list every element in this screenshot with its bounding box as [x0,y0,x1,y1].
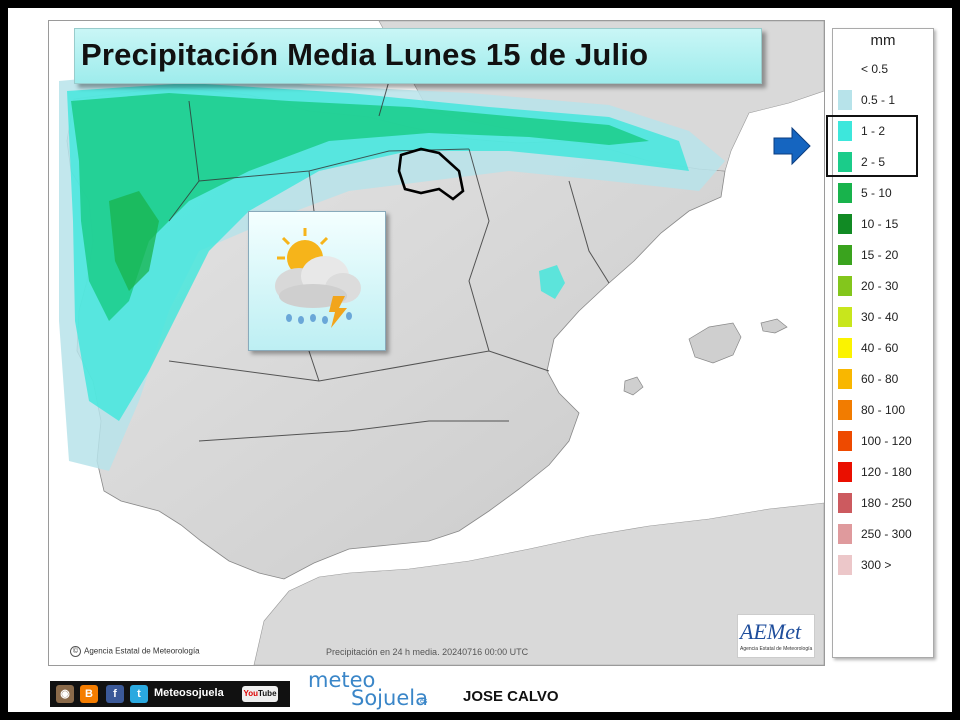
blogger-icon[interactable]: B [80,685,98,703]
legend-swatch [838,214,852,234]
weather-icon-box [248,211,386,351]
legend-row: 10 - 15 [836,214,933,234]
aemet-logo-word: AEMet [740,619,802,644]
legend-label: 100 - 120 [861,434,912,448]
aemet-logo: AEMet Agencia Estatal de Meteorología [737,614,815,658]
legend-label: 15 - 20 [861,248,899,262]
legend-swatch [838,59,852,79]
map-credit: © Agencia Estatal de Meteorología [70,646,200,657]
legend-label: 20 - 30 [861,279,899,293]
legend-row: 100 - 120 [836,431,933,451]
precip-2-5 [71,93,649,321]
legend-swatch [838,400,852,420]
youtube-label-b: Tube [258,689,277,698]
author-name: JOSE CALVO [463,688,559,705]
logo-top-word: meteo [308,668,376,692]
legend-unit: mm [870,32,896,49]
africa-land [253,502,824,665]
legend-row: 1 - 2 [836,121,933,141]
legend-swatch [838,121,852,141]
legend-swatch [838,90,852,110]
lightning-icon [329,296,347,328]
youtube-icon[interactable]: YouTube [242,686,278,702]
legend-label: 250 - 300 [861,527,912,541]
legend-label: 120 - 180 [861,465,912,479]
legend-row: 250 - 300 [836,524,933,544]
legend-row: 300 > [836,555,933,575]
credit-text: Agencia Estatal de Meteorología [84,646,200,656]
rain-drops-icon [286,312,352,324]
legend-row: 40 - 60 [836,338,933,358]
legend-label: 80 - 100 [861,403,906,417]
legend-row: 0.5 - 1 [836,90,933,110]
legend-swatch [838,369,852,389]
legend-swatch [838,555,852,575]
legend-swatch [838,493,852,513]
legend-label: 0.5 - 1 [861,93,896,107]
legend-label: 5 - 10 [861,186,892,200]
cloud-icon [275,256,361,308]
aemet-logo-subtitle: Agencia Estatal de Meteorología [740,646,813,652]
legend-label: 40 - 60 [861,341,899,355]
legend-label: 1 - 2 [861,124,886,138]
legend-swatch [838,338,852,358]
copyright-icon: © [70,646,81,657]
legend-row: 2 - 5 [836,152,933,172]
instagram-icon[interactable]: ◉ [56,685,74,703]
legend-row: 20 - 30 [836,276,933,296]
map-title-box: Precipitación Media Lunes 15 de Julio [74,28,762,84]
precipitation-map [48,20,825,666]
legend-swatch [838,152,852,172]
legend-swatch [838,276,852,296]
arrow-right-icon [773,126,811,166]
legend-label: 300 > [861,558,892,572]
legend-row: 30 - 40 [836,307,933,327]
legend-label: 60 - 80 [861,372,899,386]
logo-suffix: .es [418,698,428,705]
legend-row: 60 - 80 [836,369,933,389]
legend-swatch [838,245,852,265]
legend-swatch [838,307,852,327]
map-caption: Precipitación en 24 h media. 20240716 00… [326,647,529,657]
mallorca-island [688,322,742,364]
twitter-icon[interactable]: t [130,685,148,703]
ibiza-island [623,376,644,396]
legend-label: 30 - 40 [861,310,899,324]
menorca-island [760,318,788,334]
legend-row: 180 - 250 [836,493,933,513]
legend-label: 180 - 250 [861,496,912,510]
legend-swatch [838,431,852,451]
legend-label: 10 - 15 [861,217,899,231]
logo-bottom-word: Sojuela [351,686,428,710]
social-label[interactable]: Meteosojuela [154,687,224,699]
legend-swatch [838,524,852,544]
legend-row: < 0.5 [836,59,933,79]
social-bar: ◉ B f t Meteosojuela YouTube [50,681,290,707]
la-rioja-outline [397,147,465,201]
facebook-icon[interactable]: f [106,685,124,703]
legend-label: < 0.5 [861,62,889,76]
map-svg [59,21,824,665]
legend-row: 15 - 20 [836,245,933,265]
map-title: Precipitación Media Lunes 15 de Julio [81,37,649,72]
legend-swatch [838,462,852,482]
sun-cloud-thunder-rain-icon [275,228,361,328]
legend-highlight-box [826,115,918,177]
legend-label: 2 - 5 [861,155,886,169]
precip-spot-east [539,265,565,299]
precip-5-10 [109,191,159,291]
legend-row: 5 - 10 [836,183,933,203]
legend-row: 120 - 180 [836,462,933,482]
legend-swatch [838,183,852,203]
legend-row: 80 - 100 [836,400,933,420]
youtube-label-a: You [243,689,258,698]
